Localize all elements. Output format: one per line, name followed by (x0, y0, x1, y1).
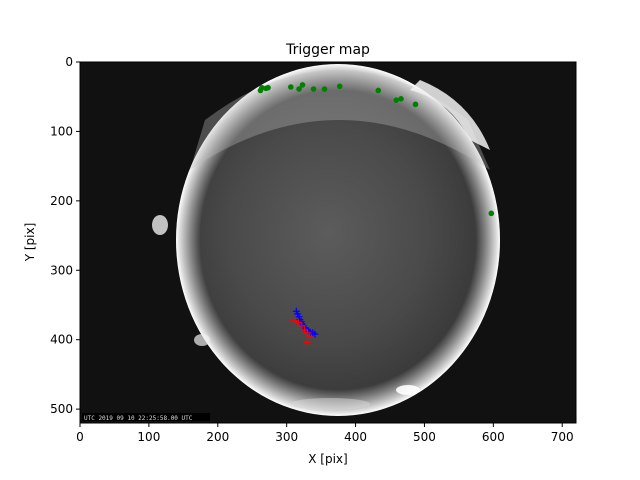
red-plus-marker (305, 333, 313, 341)
x-tick-label: 500 (413, 430, 436, 444)
blue-plus-marker (311, 330, 319, 338)
green-point (259, 84, 265, 91)
x-tick-label: 400 (344, 430, 367, 444)
green-point (321, 86, 328, 92)
y-tick-label: 500 (50, 402, 73, 416)
x-tick-label: 100 (137, 430, 160, 444)
red-plus-marker (303, 329, 311, 337)
x-axis-label: X [pix] (308, 452, 347, 466)
red-plus-marker (303, 338, 311, 346)
x-tick-label: 0 (76, 430, 84, 444)
image-timestamp: UTC 2019 09 10 22:25:58.00 UTC (84, 415, 193, 422)
x-tick-label: 300 (275, 430, 298, 444)
green-point (310, 86, 317, 92)
x-axis-ticks: 0 100 200 300 400 500 600 700 (76, 423, 574, 444)
x-tick-label: 600 (482, 430, 505, 444)
green-point (393, 97, 400, 103)
green-point (398, 95, 404, 102)
x-tick-label: 700 (551, 430, 574, 444)
green-point (265, 84, 271, 91)
green-point (412, 101, 419, 108)
y-tick-label: 100 (50, 124, 73, 138)
green-point (296, 86, 302, 92)
green-point (375, 87, 382, 94)
y-axis-label: Y [pix] (23, 223, 37, 263)
green-point (288, 84, 294, 90)
y-tick-label: 400 (50, 333, 73, 347)
y-tick-label: 0 (65, 55, 73, 69)
y-tick-label: 200 (50, 194, 73, 208)
green-point (488, 210, 495, 217)
data-points (257, 82, 495, 346)
red-plus-marker (294, 318, 302, 326)
axes-frame (79, 61, 577, 424)
red-plus-marker (298, 322, 306, 330)
y-tick-label: 300 (50, 263, 73, 277)
chart-title: Trigger map (285, 42, 370, 58)
green-point (299, 82, 306, 88)
x-tick-label: 200 (206, 430, 229, 444)
red-plus-marker (290, 316, 298, 324)
green-point (336, 83, 343, 90)
y-axis-ticks: 0 100 200 300 400 500 (50, 55, 80, 416)
sky-image: UTC 2019 09 10 22:25:58.00 UTC (80, 62, 576, 423)
